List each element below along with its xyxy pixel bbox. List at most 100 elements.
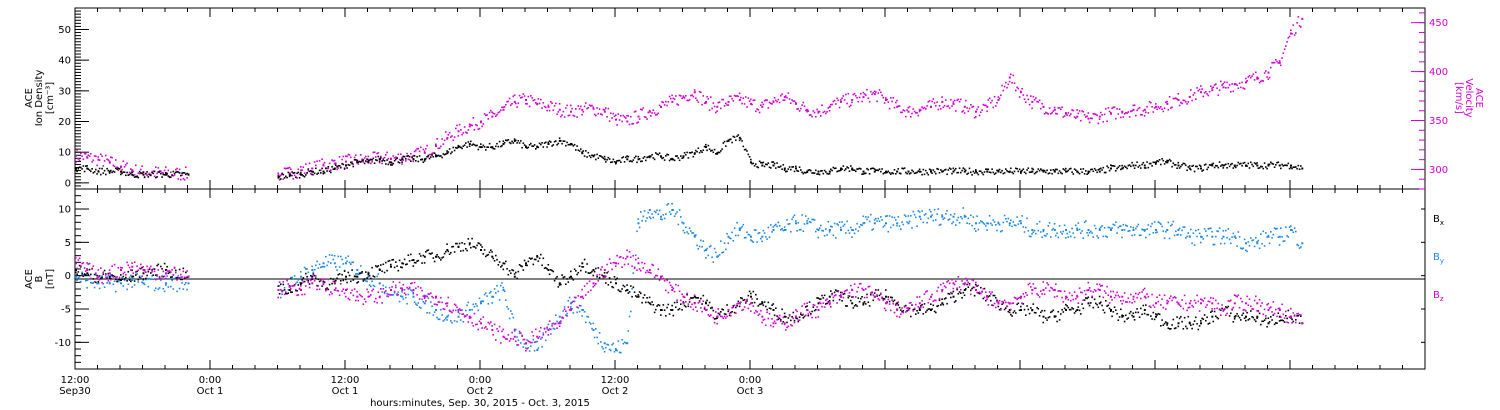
data-point-series-velocity bbox=[1116, 108, 1118, 110]
data-point-series-bz bbox=[326, 288, 328, 291]
data-point-series-density bbox=[1096, 171, 1098, 174]
data-point-series-by bbox=[465, 309, 467, 312]
data-point-series-velocity bbox=[1273, 61, 1276, 64]
data-point-series-density bbox=[1130, 165, 1132, 168]
data-point-series-bx bbox=[153, 268, 156, 270]
data-point-series-density bbox=[1235, 166, 1237, 169]
data-point-series-bz bbox=[691, 303, 693, 306]
data-point-series-velocity bbox=[827, 107, 830, 109]
data-point-series-bx bbox=[596, 276, 598, 278]
data-point-series-density bbox=[656, 153, 658, 155]
data-point-series-by bbox=[687, 232, 690, 235]
data-point-series-by bbox=[1295, 230, 1297, 233]
data-point-series-bx bbox=[560, 283, 562, 286]
data-point-series-density bbox=[1208, 164, 1211, 166]
data-point-series-by bbox=[863, 222, 866, 224]
data-point-series-by bbox=[1260, 233, 1262, 235]
data-point-series-velocity bbox=[1256, 78, 1258, 80]
data-point-series-density bbox=[702, 149, 705, 151]
data-point-anchor bbox=[367, 158, 370, 161]
data-point-series-by bbox=[1000, 230, 1002, 233]
data-point-series-density bbox=[812, 172, 815, 174]
data-point-series-bz bbox=[790, 323, 792, 326]
data-point-series-density bbox=[807, 169, 810, 171]
data-point-series-velocity bbox=[1177, 93, 1180, 95]
data-point-series-density bbox=[116, 168, 118, 170]
data-point-series-by bbox=[831, 226, 833, 228]
data-point-series-by bbox=[962, 207, 965, 209]
data-point-series-density bbox=[530, 142, 532, 145]
data-point-series-velocity bbox=[890, 97, 892, 99]
data-point-series-bx bbox=[1137, 311, 1140, 314]
data-point-series-velocity bbox=[731, 97, 733, 100]
data-point-series-velocity bbox=[1021, 87, 1023, 90]
data-point-series-bx bbox=[1057, 311, 1060, 313]
data-point-series-bz bbox=[632, 255, 635, 257]
data-point-series-by bbox=[565, 314, 567, 316]
data-point-series-bx bbox=[792, 311, 795, 314]
data-point-series-bx bbox=[1023, 308, 1026, 311]
data-point-series-bz bbox=[811, 316, 813, 319]
data-point-series-density bbox=[542, 146, 545, 148]
data-point-series-bz bbox=[841, 291, 843, 294]
data-point-series-velocity bbox=[730, 95, 732, 97]
data-point-anchor bbox=[907, 170, 910, 173]
data-point-series-density bbox=[616, 160, 618, 162]
data-point-series-bx bbox=[393, 266, 396, 269]
data-point-series-bx bbox=[926, 309, 928, 312]
data-point-series-by bbox=[1215, 235, 1217, 238]
data-point-series-density bbox=[987, 168, 990, 171]
data-point-series-velocity bbox=[488, 111, 491, 114]
data-point-series-bx bbox=[170, 276, 172, 278]
data-point-series-velocity bbox=[468, 123, 471, 125]
data-point-series-bx bbox=[703, 308, 706, 310]
data-point-series-density bbox=[1207, 166, 1210, 169]
data-point-series-velocity bbox=[337, 167, 340, 169]
data-point-series-velocity bbox=[1178, 104, 1181, 107]
data-point-series-bz bbox=[836, 302, 838, 304]
data-point-series-velocity bbox=[596, 107, 598, 109]
data-point-series-bz bbox=[120, 266, 122, 269]
data-point-series-by bbox=[1015, 224, 1017, 227]
data-point-series-bx bbox=[497, 264, 500, 266]
data-marks bbox=[75, 16, 1304, 354]
data-point-series-density bbox=[1227, 162, 1230, 165]
data-point-series-by bbox=[851, 236, 853, 238]
data-point-series-density bbox=[937, 168, 940, 171]
data-point-series-bx bbox=[923, 303, 926, 305]
data-point-series-bx bbox=[721, 308, 723, 310]
data-point-series-velocity bbox=[801, 104, 803, 106]
data-point-series-by bbox=[691, 232, 693, 234]
data-point-series-bx bbox=[796, 317, 798, 320]
data-point-series-density bbox=[1211, 163, 1213, 165]
data-point-series-by bbox=[667, 203, 670, 205]
data-point-anchor bbox=[693, 152, 696, 155]
data-point-series-bz bbox=[377, 291, 380, 293]
data-point-series-density bbox=[327, 166, 330, 168]
data-point-series-velocity bbox=[1291, 33, 1293, 35]
data-point-series-bx bbox=[421, 262, 423, 264]
data-point-series-density bbox=[762, 161, 765, 164]
data-point-series-by bbox=[982, 222, 985, 224]
data-point-series-bz bbox=[538, 330, 541, 333]
data-point-series-density bbox=[1003, 172, 1006, 174]
data-point-anchor bbox=[862, 222, 865, 225]
data-point-series-bx bbox=[940, 304, 942, 306]
data-point-series-by bbox=[1150, 225, 1152, 228]
data-point-series-density bbox=[1001, 169, 1003, 172]
data-point-series-velocity bbox=[1286, 41, 1288, 43]
data-point-series-bz bbox=[590, 289, 592, 292]
data-point-series-velocity bbox=[632, 122, 635, 125]
data-point-series-velocity bbox=[972, 105, 975, 108]
data-point-series-by bbox=[852, 229, 855, 231]
data-point-series-bx bbox=[1280, 319, 1282, 322]
data-point-series-density bbox=[1188, 165, 1191, 167]
data-point-series-bx bbox=[751, 302, 753, 304]
data-point-anchor bbox=[1132, 164, 1135, 167]
data-point-series-density bbox=[1127, 164, 1130, 167]
data-point-series-velocity bbox=[1260, 80, 1262, 83]
data-point-series-velocity bbox=[711, 107, 713, 110]
data-point-anchor bbox=[828, 229, 831, 231]
data-point-series-velocity bbox=[1277, 62, 1280, 64]
data-point-anchor bbox=[187, 173, 190, 176]
